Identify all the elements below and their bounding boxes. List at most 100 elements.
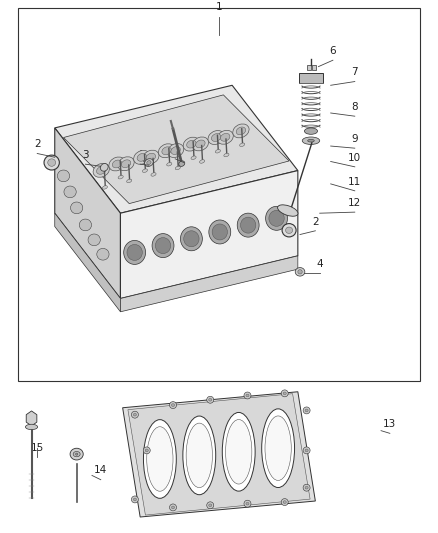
Ellipse shape <box>283 501 286 503</box>
Polygon shape <box>55 128 120 298</box>
Ellipse shape <box>131 496 138 503</box>
Ellipse shape <box>244 500 251 507</box>
Ellipse shape <box>152 233 174 257</box>
Text: 1: 1 <box>215 2 223 12</box>
Ellipse shape <box>240 217 256 233</box>
Ellipse shape <box>171 147 180 155</box>
Text: 15: 15 <box>31 443 44 453</box>
FancyBboxPatch shape <box>18 8 420 381</box>
Ellipse shape <box>212 224 227 240</box>
Ellipse shape <box>170 402 177 408</box>
Text: 14: 14 <box>94 465 107 475</box>
Ellipse shape <box>236 127 246 135</box>
Ellipse shape <box>305 409 308 411</box>
Ellipse shape <box>133 414 136 416</box>
Ellipse shape <box>191 156 196 159</box>
Ellipse shape <box>222 413 255 491</box>
Ellipse shape <box>278 205 298 216</box>
Bar <box>307 65 311 70</box>
Ellipse shape <box>226 419 252 484</box>
Ellipse shape <box>303 407 310 414</box>
Ellipse shape <box>209 220 231 244</box>
Ellipse shape <box>246 394 249 397</box>
Ellipse shape <box>118 157 134 171</box>
Ellipse shape <box>208 399 212 401</box>
Ellipse shape <box>172 404 174 406</box>
Ellipse shape <box>25 424 38 430</box>
Ellipse shape <box>44 155 59 170</box>
Polygon shape <box>55 213 120 312</box>
Ellipse shape <box>121 160 131 168</box>
Text: 2: 2 <box>312 216 319 227</box>
Text: 6: 6 <box>329 46 336 56</box>
Text: 11: 11 <box>348 176 361 187</box>
Ellipse shape <box>172 506 174 508</box>
Polygon shape <box>26 411 37 426</box>
Ellipse shape <box>187 140 196 148</box>
Ellipse shape <box>118 175 123 179</box>
Ellipse shape <box>134 150 150 164</box>
Ellipse shape <box>162 147 171 155</box>
Ellipse shape <box>265 416 291 480</box>
Ellipse shape <box>145 449 148 452</box>
Ellipse shape <box>124 240 145 264</box>
Ellipse shape <box>71 202 83 214</box>
Polygon shape <box>123 392 315 517</box>
Ellipse shape <box>155 238 171 254</box>
Ellipse shape <box>145 159 153 166</box>
Ellipse shape <box>303 447 310 454</box>
Bar <box>312 65 316 70</box>
Ellipse shape <box>183 416 216 495</box>
Ellipse shape <box>57 170 70 182</box>
Ellipse shape <box>143 150 159 164</box>
Ellipse shape <box>240 143 245 147</box>
Ellipse shape <box>100 164 108 171</box>
Ellipse shape <box>244 392 251 399</box>
Ellipse shape <box>200 160 205 163</box>
Ellipse shape <box>192 137 208 151</box>
Ellipse shape <box>147 427 173 491</box>
Text: 13: 13 <box>383 419 396 429</box>
Ellipse shape <box>48 159 56 166</box>
Ellipse shape <box>261 409 294 488</box>
Ellipse shape <box>305 486 308 489</box>
Ellipse shape <box>282 224 296 237</box>
Ellipse shape <box>127 179 132 183</box>
Polygon shape <box>120 171 298 298</box>
Ellipse shape <box>109 157 125 171</box>
Ellipse shape <box>146 153 155 161</box>
Text: 10: 10 <box>348 152 361 163</box>
Ellipse shape <box>167 163 172 166</box>
Ellipse shape <box>224 154 229 157</box>
Ellipse shape <box>96 166 106 174</box>
Text: 8: 8 <box>351 102 358 112</box>
Ellipse shape <box>142 169 148 173</box>
Polygon shape <box>64 95 289 204</box>
Ellipse shape <box>112 160 122 168</box>
Text: 7: 7 <box>351 67 358 77</box>
Ellipse shape <box>305 449 308 452</box>
Ellipse shape <box>295 268 305 276</box>
Ellipse shape <box>186 423 212 488</box>
Ellipse shape <box>102 185 107 189</box>
Ellipse shape <box>217 131 233 144</box>
Ellipse shape <box>175 166 180 169</box>
Ellipse shape <box>196 140 205 148</box>
Text: 12: 12 <box>348 198 361 208</box>
Ellipse shape <box>246 502 249 505</box>
Ellipse shape <box>215 149 220 153</box>
Ellipse shape <box>97 248 109 260</box>
Ellipse shape <box>237 213 259 237</box>
Ellipse shape <box>265 206 287 230</box>
Ellipse shape <box>180 227 202 251</box>
Ellipse shape <box>303 484 310 491</box>
Text: 4: 4 <box>137 150 144 160</box>
Text: 4: 4 <box>316 259 323 269</box>
Ellipse shape <box>179 161 185 166</box>
Ellipse shape <box>147 160 151 165</box>
Ellipse shape <box>137 154 147 161</box>
Ellipse shape <box>298 270 302 274</box>
Ellipse shape <box>88 234 100 246</box>
Ellipse shape <box>286 227 293 233</box>
Ellipse shape <box>283 392 286 394</box>
